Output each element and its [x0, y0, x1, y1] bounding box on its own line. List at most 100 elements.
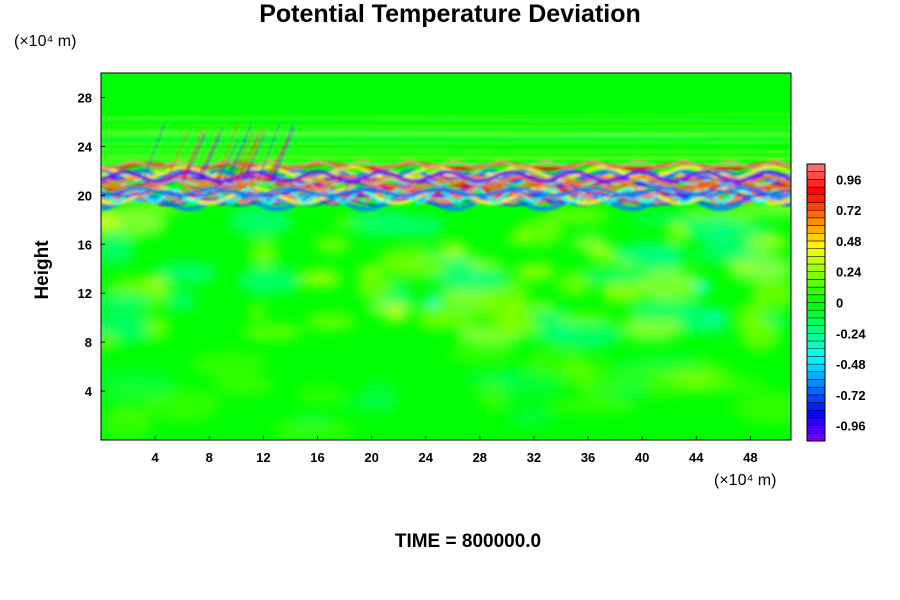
colorbar-tick-label: -0.72	[836, 388, 866, 403]
wave-stripe	[101, 114, 791, 118]
wave-stripe	[196, 138, 220, 181]
colorbar-segment	[806, 248, 826, 257]
field-blob	[684, 211, 738, 245]
field-blob	[677, 300, 709, 333]
colorbar-segment	[806, 163, 826, 172]
x-axis: 4 8 12 16 20 24 28 32 36 40 44 48	[152, 436, 758, 465]
field-blob	[358, 264, 378, 274]
chart-title: Potential Temperature Deviation	[259, 0, 641, 28]
colorbar-segment	[806, 371, 826, 380]
field-blob	[361, 378, 398, 411]
field-blob	[506, 234, 528, 244]
y-tick-label: 12	[78, 286, 92, 301]
x-tick-label: 8	[206, 450, 213, 465]
field-blob	[142, 277, 169, 289]
wave-stripe	[223, 139, 247, 181]
field-blob	[745, 233, 789, 251]
field-blob	[101, 232, 135, 266]
field-blob	[516, 218, 564, 246]
colorbar-segment	[806, 340, 826, 349]
colorbar-segment	[806, 394, 826, 403]
field-blob	[573, 268, 651, 285]
field-blob	[385, 305, 407, 323]
colorbar-segment	[806, 379, 826, 388]
wave-stripe	[101, 189, 791, 198]
colorbar-segment	[806, 425, 826, 434]
plot-frame	[100, 72, 792, 441]
wave-stripe	[265, 138, 288, 181]
colorbar-tick-label: 0.96	[836, 172, 861, 187]
wave-stripe	[101, 132, 791, 137]
field-blob	[471, 295, 533, 321]
field-blob	[533, 301, 552, 310]
field-blob	[144, 315, 169, 340]
colorbar-tick-label: 0.72	[836, 203, 861, 218]
field-blob	[165, 290, 197, 311]
colorbar-tick-label: 0.48	[836, 234, 861, 249]
field-blob	[683, 208, 720, 219]
field-blob	[515, 263, 555, 281]
colorbar-tick-label: -0.48	[836, 357, 866, 372]
x-tick-label: 44	[689, 450, 704, 465]
field-blob	[249, 239, 278, 268]
x-tick-label: 12	[256, 450, 270, 465]
x-tick-label: 16	[310, 450, 324, 465]
wave-stripe	[101, 124, 791, 129]
colorbar-segment	[806, 356, 826, 365]
colorbar: 0.96 0.72 0.48 0.24 0 -0.24 -0.48 -0.72 -0.96	[806, 163, 866, 442]
field-blob	[349, 208, 412, 237]
field-blob	[190, 351, 268, 378]
colorbar-segment	[806, 363, 826, 372]
field-blob	[101, 369, 176, 402]
colorbar-frame	[806, 163, 826, 442]
field-blob	[739, 318, 780, 351]
field-blob	[236, 266, 302, 296]
y-tick-label: 20	[78, 188, 92, 203]
field-blob	[228, 205, 294, 237]
field-blob	[154, 261, 218, 286]
x-axis-unit: (×10⁴ m)	[714, 472, 777, 489]
colorbar-segment	[806, 233, 826, 242]
field-blob	[145, 388, 220, 422]
field-blob	[635, 269, 703, 301]
field-blob	[248, 307, 267, 317]
field-blob	[101, 212, 120, 229]
field-blob	[314, 235, 351, 254]
colorbar-segment	[806, 194, 826, 203]
field-blob	[733, 390, 791, 425]
field-blob	[446, 343, 517, 364]
colorbar-segment	[806, 240, 826, 249]
field-blob	[571, 234, 608, 251]
wave-stripe	[101, 186, 791, 198]
field-blob	[506, 405, 554, 429]
field-blob	[403, 256, 447, 278]
colorbar-tick-label: -0.96	[836, 419, 866, 434]
field-blob	[271, 419, 354, 440]
field-blob	[101, 311, 157, 344]
field-blob	[416, 303, 451, 330]
colorbar-segment	[806, 302, 826, 311]
field-blob	[726, 254, 791, 283]
colorbar-segment	[806, 325, 826, 334]
field-blob	[299, 269, 342, 288]
field-blob	[547, 398, 638, 415]
wave-stripe	[101, 125, 791, 130]
wave-stripe	[101, 157, 791, 160]
field-blob	[482, 320, 544, 337]
field-blob	[213, 375, 276, 397]
colorbar-segment	[806, 317, 826, 326]
wave-stripe	[101, 162, 791, 167]
field-blob	[669, 223, 687, 242]
field-blob	[561, 361, 596, 390]
temperature-field	[101, 73, 791, 440]
colorbar-segment	[806, 263, 826, 272]
field-blob	[423, 295, 442, 306]
field-blob	[355, 271, 394, 301]
colorbar-segment	[806, 171, 826, 180]
x-tick-label: 36	[581, 450, 595, 465]
wave-stripe	[101, 152, 791, 155]
turbulence-layer	[101, 200, 791, 440]
colorbar-segment	[806, 309, 826, 319]
field-blob	[476, 379, 509, 413]
x-tick-label: 40	[635, 450, 649, 465]
